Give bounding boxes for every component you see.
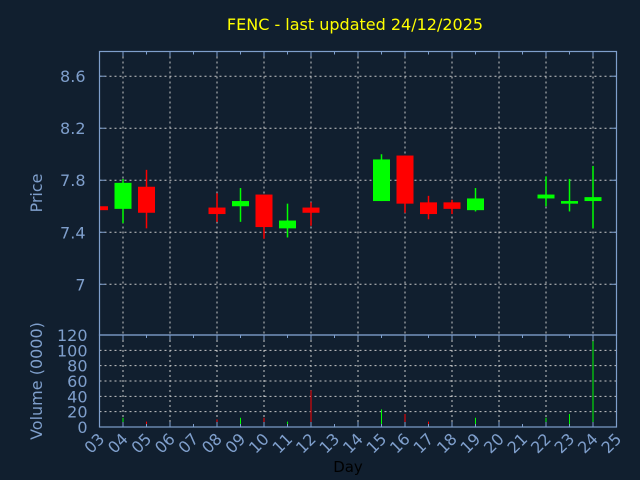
volume-tick-label: 100 — [57, 341, 88, 360]
volume-tick-label: 0 — [77, 418, 87, 437]
price-tick-label: 8.2 — [60, 119, 85, 138]
candle-body — [302, 207, 320, 213]
volume-plot-frame — [98, 334, 618, 428]
price-tick-label: 7.4 — [60, 223, 85, 242]
candle-body — [420, 202, 437, 215]
x-axis-label: Day — [333, 458, 363, 476]
volume-axis-label: Volume (0000) — [27, 322, 46, 440]
candle-body — [443, 202, 461, 209]
volume-tick-label: 40 — [67, 387, 87, 406]
candle-body — [114, 182, 132, 209]
candle-body — [255, 194, 273, 228]
candle-body — [537, 194, 555, 199]
volume-tick-label: 20 — [67, 403, 87, 422]
candle-body — [232, 201, 249, 207]
volume-tick-label: 60 — [67, 372, 87, 391]
candle-body — [561, 201, 578, 204]
candle-body — [138, 186, 155, 213]
candle-body — [584, 197, 602, 202]
candle-body — [467, 198, 484, 211]
price-axis-label: Price — [27, 173, 46, 212]
candle-body — [373, 159, 390, 202]
price-tick-label: 7.8 — [60, 171, 85, 190]
volume-tick-label: 120 — [57, 326, 88, 345]
candle-body — [99, 206, 108, 211]
volume-tick-label: 80 — [67, 357, 87, 376]
candle-body — [396, 155, 414, 204]
price-tick-label: 7 — [75, 275, 85, 294]
candle-body — [208, 207, 226, 215]
candle-body — [279, 220, 296, 229]
chart-title: FENC - last updated 24/12/2025 — [227, 15, 483, 34]
price-tick-label: 8.6 — [60, 67, 85, 86]
x-tick-label: 25 — [597, 429, 625, 457]
